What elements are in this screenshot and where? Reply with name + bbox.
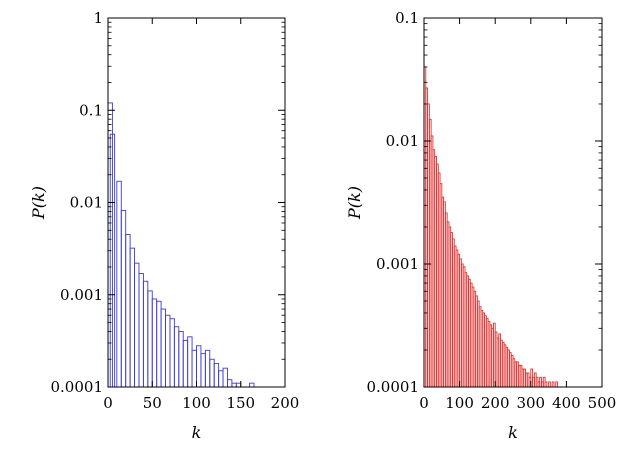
panel-1-bar [151, 298, 158, 388]
panel-2-bar [551, 381, 555, 388]
panel-2-y-tick-label: 0.001 [376, 255, 419, 273]
panel-1-bar [156, 300, 162, 388]
panel-1-bar [213, 363, 220, 388]
panel-2-bar [544, 381, 548, 388]
panel-1-y-tick-label: 0.0001 [51, 378, 104, 396]
panel-1-bar [187, 336, 193, 388]
panel-1-bar [227, 379, 233, 388]
panel-2-bar [548, 381, 551, 388]
panel-2-y-axis-label: P(k) [345, 186, 364, 220]
panel-1-bar [196, 345, 202, 388]
panel-1-x-tick-label: 0 [103, 394, 113, 412]
panel-1-bar [160, 308, 166, 388]
panel-1-bar [134, 262, 140, 388]
panel-2-y-tick-label: 0.0001 [367, 378, 420, 396]
panel-2-x-tick-label: 100 [445, 394, 474, 412]
panel-1-bar [169, 318, 175, 388]
panel-1-bar [178, 331, 184, 388]
panel-1-x-axis-label: k [192, 423, 202, 442]
panel-1-bar [200, 353, 206, 388]
panel-1-bar [147, 290, 153, 388]
panel-1-y-tick-label: 0.001 [60, 286, 103, 304]
panel-1-bar [138, 273, 144, 388]
panel-1-bar [182, 339, 189, 388]
panel-2-plot-frame [423, 17, 603, 388]
panel-2-y-tick-label: 0.1 [395, 9, 419, 27]
panel-1-bar [218, 370, 224, 388]
panel-2-x-tick-label: 400 [552, 394, 581, 412]
panel-2-x-tick-label: 500 [588, 394, 617, 412]
panel-1-bar [173, 326, 180, 388]
panel-1-x-tick-label: 150 [226, 394, 255, 412]
panel-1-bar [235, 382, 242, 388]
panel-1-x-tick-label: 50 [143, 394, 162, 412]
panel-1-x-tick-label: 100 [182, 394, 211, 412]
panel-1-bar [204, 349, 211, 388]
panel-1-bar [129, 247, 136, 388]
panel-1-bar [125, 234, 131, 388]
panel-1-x-tick-label: 200 [271, 394, 300, 412]
panel-2-x-axis-label: k [508, 423, 518, 442]
panel-1-y-axis-label: P(k) [29, 186, 48, 220]
panel-1-bar [165, 314, 171, 388]
panel-1-bar [222, 367, 228, 388]
panel-1-bar [249, 382, 255, 388]
panel-1-bar [116, 180, 122, 388]
panel-1-bar [142, 280, 149, 388]
panel-1-bar [120, 209, 127, 388]
panel-2-bar [555, 381, 558, 388]
panel-2-y-tick-label: 0.01 [386, 132, 419, 150]
panel-1-y-tick-label: 1 [93, 9, 103, 27]
panel-1-bar [231, 382, 237, 388]
panel-2-x-tick-label: 200 [481, 394, 510, 412]
panel-1-bar [209, 358, 215, 388]
panel-2-x-tick-label: 300 [516, 394, 545, 412]
panel-1-y-tick-label: 0.1 [79, 101, 103, 119]
panel-1-y-tick-label: 0.01 [70, 194, 103, 212]
panel-2-x-tick-label: 0 [419, 394, 429, 412]
panel-1-bar [191, 349, 197, 388]
